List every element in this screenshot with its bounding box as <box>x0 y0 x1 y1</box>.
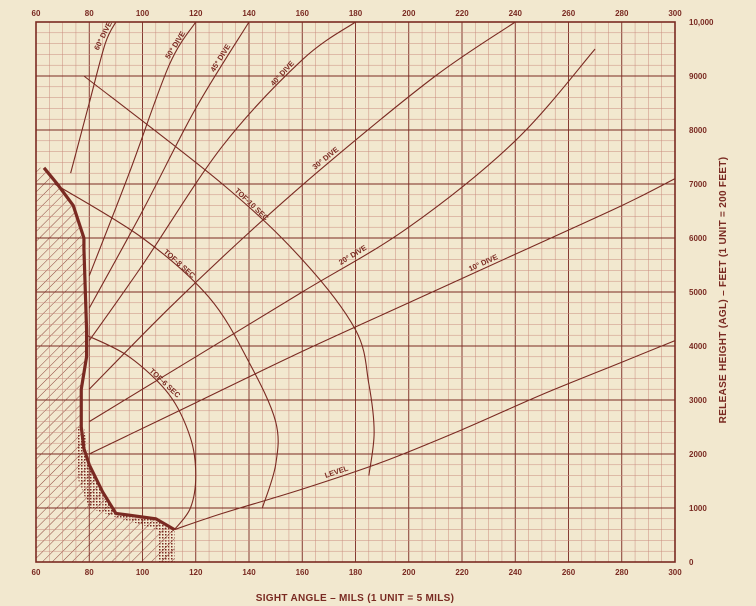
hatched-region <box>36 167 175 563</box>
x-tick-top: 160 <box>296 9 310 18</box>
x-tick-top: 120 <box>189 9 203 18</box>
x-tick-bottom: 120 <box>189 568 203 577</box>
series-45-dive <box>88 21 250 309</box>
series-30-dive <box>88 21 516 390</box>
x-tick-top: 180 <box>349 9 363 18</box>
y-tick: 5000 <box>689 288 707 297</box>
y-tick: 0 <box>689 558 694 567</box>
x-tick-top: 140 <box>242 9 256 18</box>
series-tof-6-sec <box>86 334 197 530</box>
x-tick-bottom: 140 <box>242 568 256 577</box>
y-tick: 6000 <box>689 234 707 243</box>
y-tick: 3000 <box>689 396 707 405</box>
x-tick-top: 280 <box>615 9 629 18</box>
x-tick-top: 60 <box>32 9 41 18</box>
x-axis-title: SIGHT ANGLE – MILS (1 UNIT = 5 MILS) <box>256 593 455 604</box>
x-tick-bottom: 180 <box>349 568 363 577</box>
x-tick-top: 240 <box>509 9 523 18</box>
series-tof-10-sec <box>83 75 375 476</box>
series-label-45-dive: 45° DIVE <box>208 42 232 73</box>
x-tick-top: 260 <box>562 9 576 18</box>
x-tick-bottom: 60 <box>32 568 41 577</box>
series-label-50-dive: 50° DIVE <box>163 30 187 61</box>
series-40-dive <box>88 21 356 341</box>
x-tick-top: 200 <box>402 9 416 18</box>
y-tick: 7000 <box>689 180 707 189</box>
series-50-dive <box>88 21 197 276</box>
series-label-60-dive: 60° DIVE <box>92 20 114 52</box>
x-tick-bottom: 260 <box>562 568 576 577</box>
x-tick-bottom: 200 <box>402 568 416 577</box>
dotted-region <box>75 427 175 562</box>
series-label-30-dive: 30° DIVE <box>311 145 341 171</box>
x-tick-bottom: 220 <box>455 568 469 577</box>
series-20-dive <box>88 48 596 423</box>
y-tick: 10,000 <box>689 18 714 27</box>
x-tick-top: 80 <box>85 9 94 18</box>
x-tick-bottom: 100 <box>136 568 150 577</box>
series-label-tof-8-sec: TOF-8 SEC <box>162 247 198 280</box>
series-level <box>174 340 676 531</box>
series-label-40-dive: 40° DIVE <box>268 59 296 88</box>
x-tick-bottom: 240 <box>509 568 523 577</box>
x-tick-bottom: 160 <box>296 568 310 577</box>
y-tick: 2000 <box>689 450 707 459</box>
series-label-20-dive: 20° DIVE <box>337 243 368 267</box>
x-tick-top: 220 <box>455 9 469 18</box>
x-tick-bottom: 80 <box>85 568 94 577</box>
y-tick: 4000 <box>689 342 707 351</box>
y-tick: 1000 <box>689 504 707 513</box>
x-tick-top: 300 <box>668 9 682 18</box>
y-tick: 9000 <box>689 72 707 81</box>
x-tick-bottom: 300 <box>668 568 682 577</box>
y-axis-title: RELEASE HEIGHT (AGL) – FEET (1 UNIT = 20… <box>718 157 729 424</box>
y-tick: 8000 <box>689 126 707 135</box>
series-tof-8-sec <box>54 183 279 509</box>
series-10-dive <box>89 178 676 455</box>
boundary-line <box>42 166 176 531</box>
x-tick-top: 100 <box>136 9 150 18</box>
series-label-tof-10-sec: TOF-10 SEC <box>233 186 271 223</box>
series-60-dive <box>70 21 117 174</box>
x-tick-bottom: 280 <box>615 568 629 577</box>
